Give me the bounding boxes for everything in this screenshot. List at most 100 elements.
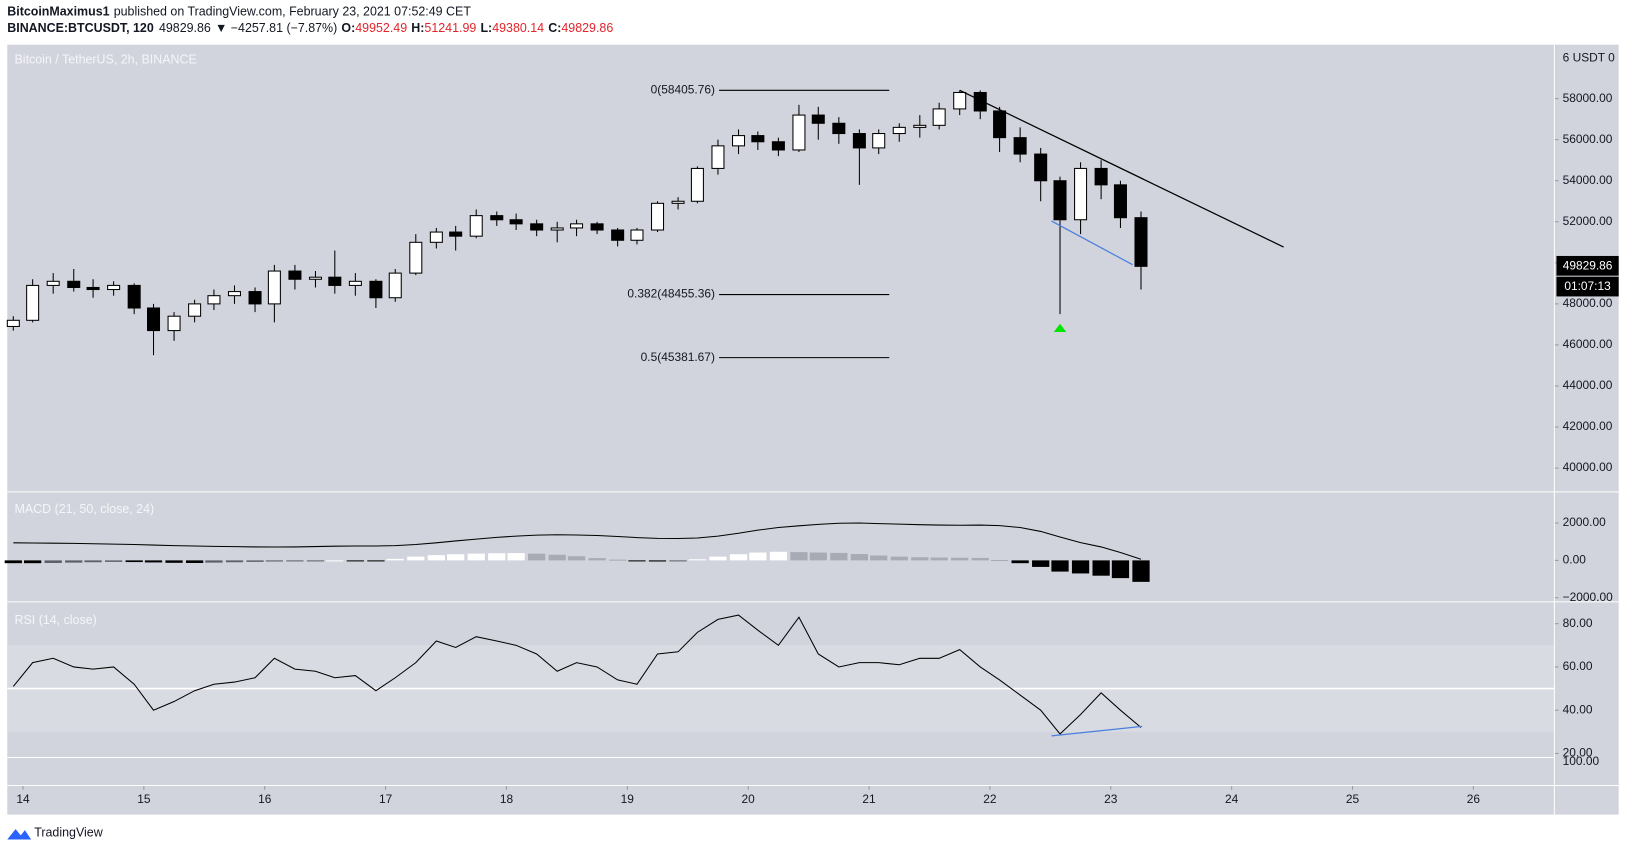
macd-histogram-bar: [427, 555, 445, 561]
rsi-title: RSI (14, close): [15, 613, 97, 627]
candle-body: [953, 91, 967, 110]
x-tick-label: 25: [1346, 792, 1360, 806]
ohlc-value: 49829.86: [561, 21, 613, 35]
candle-body: [127, 284, 141, 309]
candle-body: [932, 108, 946, 126]
candle-body: [913, 124, 927, 128]
candle-body: [530, 223, 544, 231]
y-tick-label: 2000.00: [1563, 515, 1606, 529]
candle-body: [1094, 167, 1108, 186]
macd-histogram-bar: [809, 552, 827, 561]
x-tick-label: 14: [16, 792, 30, 806]
logo-icon: [7, 829, 32, 840]
x-tick-label: 15: [137, 792, 151, 806]
candle-body: [46, 280, 60, 286]
macd-histogram-bar: [44, 560, 62, 563]
y-tick-label: 40.00: [1563, 702, 1593, 716]
macd-histogram-bar: [144, 560, 163, 563]
macd-histogram-bar: [669, 560, 687, 562]
macd-histogram-bar: [265, 560, 284, 562]
x-tick-label: 19: [621, 792, 635, 806]
trend-line: [1051, 725, 1143, 737]
macd-histogram-bar: [1011, 560, 1029, 564]
candle-body: [570, 223, 584, 229]
symbol-line: BINANCE:BTCUSDT, 120 49829.86 ▼ −4257.81 (…: [7, 21, 613, 35]
countdown: 01:07:13: [1564, 279, 1611, 293]
author: BitcoinMaximus1: [7, 5, 109, 19]
fib-label: 0.5(45381.67): [641, 350, 715, 364]
change: ▼ −4257.81 (−7.87%): [215, 21, 337, 35]
macd-histogram-bar: [749, 552, 767, 561]
candle-body: [550, 227, 564, 231]
candle-body: [490, 215, 504, 221]
trend-line: [1051, 220, 1133, 266]
candle-body: [207, 295, 221, 305]
macd-histogram-bar: [407, 556, 425, 561]
y-tick-label: 42000.00: [1563, 419, 1613, 433]
y-tick-label: 80.00: [1563, 616, 1593, 630]
macd-histogram-bar: [930, 557, 948, 561]
macd-histogram-bar: [1032, 560, 1050, 567]
macd-histogram-bar: [648, 560, 667, 562]
macd-histogram-bar: [306, 560, 325, 562]
ohlc-label: H:: [411, 21, 424, 35]
x-tick-label: 16: [258, 792, 272, 806]
y-tick-label: 44000.00: [1563, 378, 1613, 392]
macd-histogram-bar: [104, 560, 123, 562]
macd-histogram-bar: [990, 560, 1009, 562]
candle-body: [6, 319, 20, 327]
candle-body: [832, 122, 846, 135]
macd-histogram-bar: [125, 560, 143, 563]
candle-body: [872, 133, 886, 149]
candle-body: [167, 315, 181, 332]
candle-body: [731, 135, 746, 147]
x-tick-label: 23: [1104, 792, 1118, 806]
candle-body: [107, 284, 121, 291]
y-tick-label: 54000.00: [1563, 173, 1613, 187]
macd-histogram-bar: [447, 554, 465, 561]
macd-histogram-bar: [548, 554, 566, 561]
macd-histogram-bar: [165, 560, 183, 563]
signal-marker: [1053, 323, 1067, 333]
published: published on TradingView.com, February 2…: [114, 5, 472, 19]
candle-body: [26, 284, 40, 321]
macd-histogram-bar: [346, 560, 364, 562]
candle-body: [429, 231, 443, 243]
macd-histogram-bar: [286, 560, 304, 562]
candle-body: [671, 200, 685, 204]
candle-body: [1074, 167, 1088, 221]
chart-layer: 14 15 16 17 18 19 20 21 22 23 24 25 26 40000.00 42000.…: [4, 82, 1619, 806]
candle-body: [348, 280, 362, 286]
y-tick-label: 0.00: [1563, 553, 1587, 567]
chart-title: Bitcoin / TetherUS, 2h, BINANCE: [15, 53, 197, 67]
candle-body: [86, 286, 100, 291]
macd-histogram-bar: [951, 557, 969, 561]
macd-histogram-bar: [84, 560, 102, 563]
price-tag-label: 49829.86: [1563, 258, 1613, 272]
candle-body: [388, 272, 402, 299]
ohlc-value: 49952.49: [355, 21, 407, 35]
candle-body: [611, 229, 625, 241]
macd-histogram-bar: [567, 556, 586, 561]
ohlc-value: 49380.14: [492, 21, 544, 35]
macd-histogram-bar: [386, 558, 404, 561]
x-tick-label: 17: [379, 792, 393, 806]
candle-body: [369, 280, 383, 299]
macd-histogram-bar: [688, 559, 707, 561]
candle-body: [227, 291, 242, 297]
publish-line: BitcoinMaximus1 published on TradingView.…: [7, 5, 471, 19]
x-tick-label: 26: [1467, 792, 1481, 806]
macd-histogram-bar: [830, 552, 848, 561]
y-tick-label: 60.00: [1563, 659, 1593, 673]
ohlc-value: 51241.99: [424, 21, 476, 35]
candle-body: [67, 280, 81, 288]
ohlc-label: O:: [341, 21, 355, 35]
macd-histogram-bar: [870, 555, 888, 561]
candle-body: [690, 167, 704, 202]
candle-body: [1113, 184, 1127, 219]
macd-histogram-bar: [588, 558, 606, 561]
symbol: BINANCE:BTCUSDT, 120: [7, 21, 154, 35]
macd-histogram-bar: [24, 560, 42, 564]
macd-histogram-bar: [609, 559, 627, 561]
